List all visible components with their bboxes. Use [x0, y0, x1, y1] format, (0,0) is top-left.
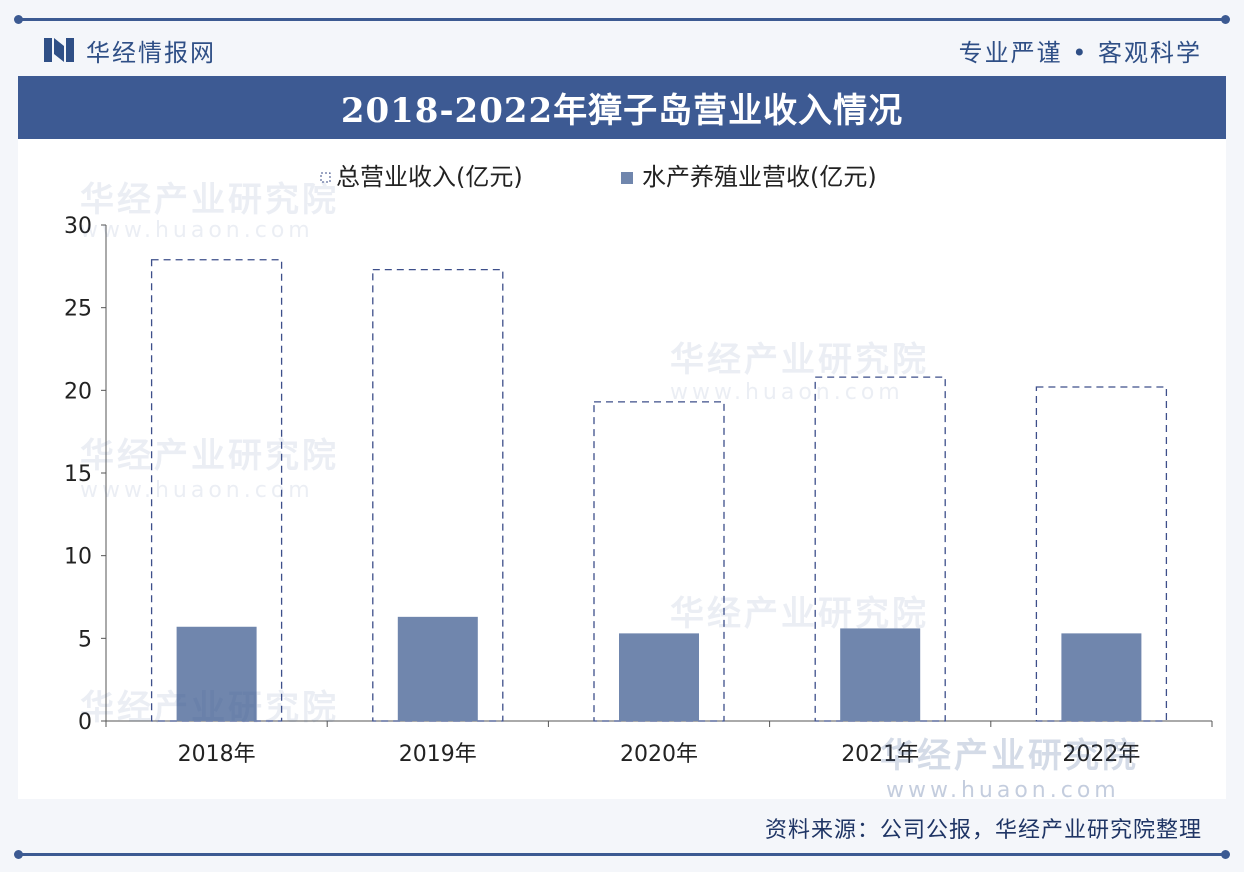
chart-title: 2018-2022年獐子岛营业收入情况 — [340, 91, 904, 131]
x-tick-label: 2022年 — [1062, 742, 1140, 767]
y-tick-label: 0 — [78, 710, 92, 735]
legend-label-aquaculture: 水产养殖业营收(亿元) — [642, 163, 877, 191]
x-tick-label: 2019年 — [399, 742, 477, 767]
brand-name: 华经情报网 — [86, 38, 216, 67]
y-tick-label: 20 — [64, 379, 92, 404]
legend-label-total: 总营业收入(亿元) — [336, 163, 523, 191]
bar-aquaculture-revenue — [619, 633, 699, 721]
legend-swatch-total — [320, 172, 331, 183]
bar-total-revenue — [814, 376, 946, 722]
motto: 专业严谨 • 客观科学 — [958, 39, 1202, 67]
bottom-divider — [14, 850, 1230, 859]
source-bar: 资料来源：公司公报，华经产业研究院整理 — [18, 800, 1226, 852]
x-tick-label: 2020年 — [620, 742, 698, 767]
bar-aquaculture-revenue — [1061, 633, 1142, 721]
bar-total-revenue — [372, 268, 504, 722]
bar-total-revenue — [150, 259, 283, 722]
legend-swatch-aquaculture — [621, 172, 633, 184]
brand-logo-icon — [44, 38, 74, 62]
bar-aquaculture-revenue — [397, 616, 478, 721]
brand: 华经情报网 — [44, 32, 216, 68]
bar-total-revenue — [593, 401, 725, 722]
top-divider — [14, 15, 1230, 24]
bar-chart: 总营业收入(亿元) 水产养殖业营收(亿元) 0 5 10 15 20 25 30 2018年 201… — [64, 163, 1213, 767]
y-tick-label: 25 — [64, 297, 92, 322]
y-tick-label: 30 — [64, 214, 92, 239]
x-tick-label: 2018年 — [178, 742, 256, 767]
bar-aquaculture-revenue — [176, 626, 257, 721]
x-tick-label: 2021年 — [841, 742, 919, 767]
chart-area: 总营业收入(亿元) 水产养殖业营收(亿元) 0 5 10 15 20 25 30 2018年 201… — [18, 139, 1226, 799]
source-note: 资料来源：公司公报，华经产业研究院整理 — [764, 818, 1202, 843]
title-bar: 2018-2022年獐子岛营业收入情况 — [18, 76, 1226, 139]
y-tick-label: 5 — [78, 627, 92, 652]
bar-aquaculture-revenue — [840, 628, 921, 721]
y-tick-label: 15 — [64, 462, 92, 487]
y-tick-label: 10 — [64, 545, 92, 570]
